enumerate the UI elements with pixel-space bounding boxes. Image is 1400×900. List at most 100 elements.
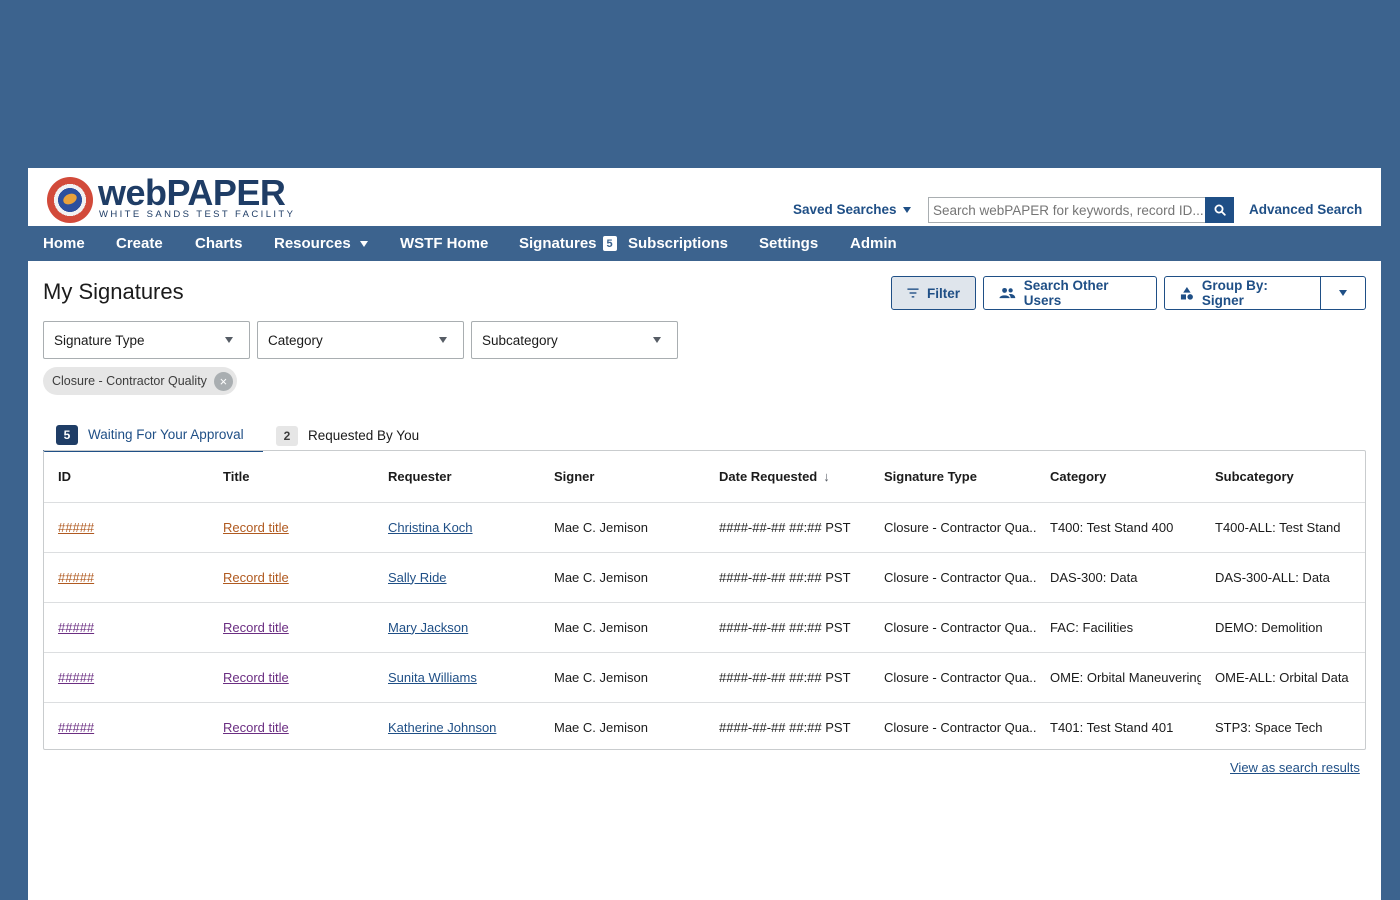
nav-label: Charts	[195, 235, 243, 252]
date-requested-cell: ####-##-## ##:## PST	[719, 719, 851, 735]
signer-cell: Mae C. Jemison	[540, 602, 705, 653]
nav-create[interactable]: Create	[116, 235, 163, 252]
requester-link[interactable]: Katherine Johnson	[388, 719, 497, 735]
nav-charts[interactable]: Charts	[195, 235, 243, 252]
column-header-date-requested[interactable]: Date Requested ↓	[705, 451, 870, 503]
caret-down-icon	[902, 206, 911, 213]
tab-requested-by-you[interactable]: 2 Requested By You	[276, 419, 419, 452]
active-filter-label: Closure - Contractor Quality	[52, 374, 207, 388]
record-id-link[interactable]: #####	[58, 719, 95, 735]
search-input-wrapper	[928, 197, 1205, 223]
nav-label: Settings	[759, 235, 819, 252]
nav-home[interactable]: Home	[43, 235, 85, 252]
nav-wstf-home[interactable]: WSTF Home	[400, 235, 488, 252]
date-requested-cell: ####-##-## ##:## PST	[705, 552, 870, 603]
tab-label: Requested By You	[308, 428, 420, 443]
search-input[interactable]	[933, 202, 1205, 218]
category-cell: T400: Test Stand 400	[1036, 502, 1201, 553]
column-header-category[interactable]: Category	[1036, 451, 1201, 503]
requester-link[interactable]: Sunita Williams	[388, 669, 477, 685]
group-by-button[interactable]: Group By: Signer	[1164, 276, 1321, 310]
group-by-label: Group By: Signer	[1201, 278, 1268, 308]
record-id-link[interactable]: #####	[58, 569, 95, 585]
category-cell: DAS-300: Data	[1036, 552, 1201, 603]
date-requested-cell: ####-##-## ##:## PST	[705, 602, 870, 653]
table-row: ##### Record title Christina Koch Mae C.…	[44, 502, 1365, 553]
main-nav: Home Create Charts Resources WSTF Home S…	[28, 226, 1381, 261]
requester-link[interactable]: Christina Koch	[388, 519, 473, 535]
record-title-link[interactable]: Record title	[223, 719, 289, 735]
nav-signatures[interactable]: Signatures 5	[519, 235, 617, 252]
column-header-signer[interactable]: Signer	[540, 451, 705, 503]
logo-name[interactable]: webPAPER	[98, 172, 286, 213]
record-title-link[interactable]: Record title	[223, 569, 289, 585]
caret-down-icon	[439, 337, 447, 343]
record-title-link[interactable]: Record title	[223, 619, 289, 635]
table-row: ##### Record title Mary Jackson Mae C. J…	[44, 602, 1365, 653]
search-button[interactable]	[1205, 197, 1234, 223]
nav-label: Create	[116, 235, 163, 252]
requester-link[interactable]: Mary Jackson	[388, 619, 469, 635]
category-cell: T401: Test Stand 401	[1050, 719, 1174, 735]
date-requested-cell: ####-##-## ##:## PST	[705, 652, 870, 703]
record-id-link[interactable]: #####	[58, 519, 95, 535]
filter-icon	[907, 288, 919, 298]
search-other-users-button[interactable]: Search Other Users	[983, 276, 1157, 310]
nav-admin[interactable]: Admin	[850, 235, 897, 252]
nav-label: Resources	[274, 235, 351, 252]
column-header-id[interactable]: ID	[44, 451, 209, 503]
nav-resources[interactable]: Resources	[274, 235, 368, 252]
column-header-signature-type[interactable]: Signature Type	[870, 451, 1036, 503]
signature-type-select[interactable]: Signature Type	[43, 321, 250, 359]
group-by-dropdown-toggle[interactable]	[1320, 276, 1366, 310]
category-cell: FAC: Facilities	[1036, 602, 1201, 653]
column-header-subcategory[interactable]: Subcategory	[1201, 451, 1365, 503]
subcategory-cell: DEMO: Demolition	[1201, 602, 1365, 653]
requester-link[interactable]: Sally Ride	[388, 569, 447, 585]
filter-button[interactable]: Filter	[891, 276, 976, 310]
sort-descending-icon: ↓	[823, 468, 830, 484]
tab-count-badge: 5	[56, 424, 78, 445]
header: webPAPER WHITE SANDS TEST FACILITY Saved…	[28, 168, 1381, 226]
view-as-search-results-link[interactable]: View as search results	[1230, 760, 1360, 775]
active-filter-chip: Closure - Contractor Quality ×	[43, 367, 237, 395]
date-requested-cell: ####-##-## ##:## PST	[705, 502, 870, 553]
logo-subtitle: WHITE SANDS TEST FACILITY	[99, 209, 296, 220]
remove-filter-icon[interactable]: ×	[213, 371, 233, 391]
nav-subscriptions[interactable]: Subscriptions	[628, 235, 728, 252]
saved-searches-dropdown[interactable]: Saved Searches	[793, 202, 911, 217]
tab-count-badge: 2	[276, 425, 298, 446]
nav-label: Subscriptions	[628, 235, 729, 252]
column-header-title[interactable]: Title	[209, 451, 374, 503]
signatures-count-badge: 5	[602, 236, 617, 251]
column-header-label: Date Requested	[719, 468, 818, 484]
nasa-seal-icon[interactable]	[47, 177, 93, 223]
record-title-link[interactable]: Record title	[223, 669, 289, 685]
subcategory-cell: OME-ALL: Orbital Data	[1201, 652, 1365, 703]
table-header-row: ID Title Requester Signer Date Requested…	[44, 451, 1365, 503]
advanced-search-link[interactable]: Advanced Search	[1249, 202, 1363, 217]
search-other-users-label: Search Other Users	[1023, 278, 1109, 308]
category-value: Category	[268, 332, 323, 348]
caret-down-icon	[1339, 290, 1347, 296]
page-title: My Signatures	[43, 279, 184, 304]
subcategory-select[interactable]: Subcategory	[471, 321, 678, 359]
signatures-table: ID Title Requester Signer Date Requested…	[43, 450, 1366, 750]
record-title-link[interactable]: Record title	[223, 519, 289, 535]
tab-waiting-for-approval[interactable]: 5 Waiting For Your Approval	[43, 419, 263, 452]
signature-type-cell: Closure - Contractor Qua...	[884, 719, 1036, 735]
category-select[interactable]: Category	[257, 321, 464, 359]
caret-down-icon	[225, 337, 233, 343]
tab-label: Waiting For Your Approval	[88, 427, 244, 442]
signature-type-cell: Closure - Contractor Qua...	[870, 602, 1036, 653]
signer-cell: Mae C. Jemison	[540, 502, 705, 553]
subcategory-cell: DAS-300-ALL: Data	[1201, 552, 1365, 603]
caret-down-icon	[359, 240, 368, 247]
subcategory-value: Subcategory	[482, 332, 558, 348]
record-id-link[interactable]: #####	[58, 619, 95, 635]
table-row: ##### Record title Sunita Williams Mae C…	[44, 652, 1365, 703]
nav-settings[interactable]: Settings	[759, 235, 818, 252]
column-header-requester[interactable]: Requester	[374, 451, 540, 503]
signer-cell: Mae C. Jemison	[554, 719, 648, 735]
record-id-link[interactable]: #####	[58, 669, 95, 685]
